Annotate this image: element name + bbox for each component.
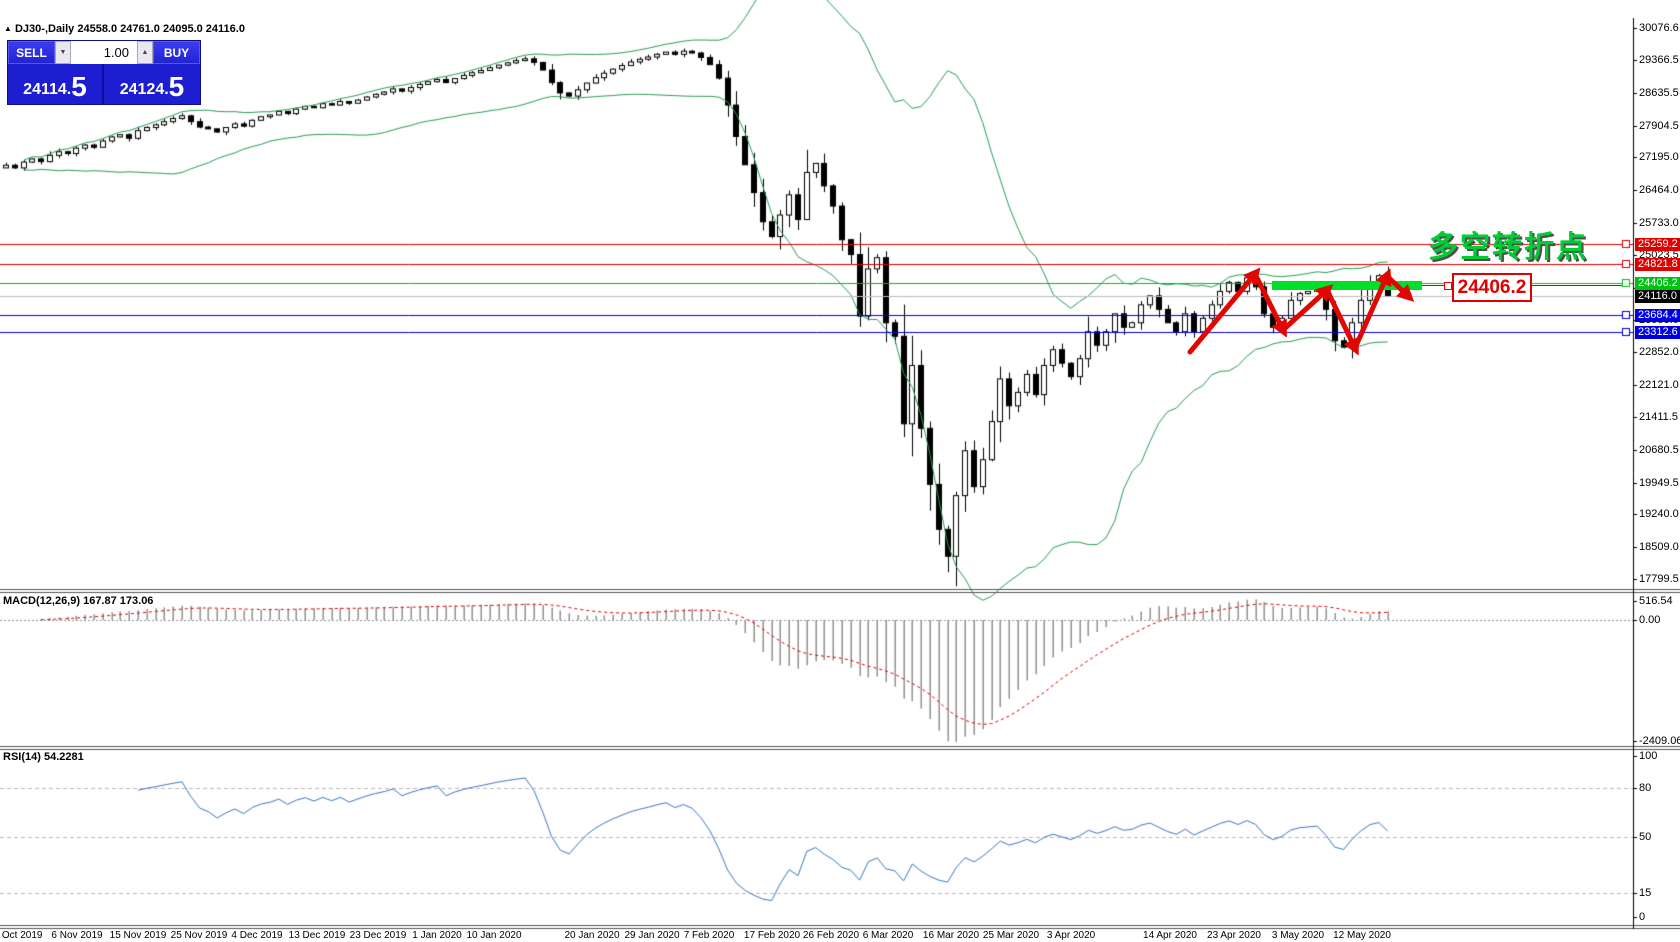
price-tick-label: 19240.0 bbox=[1639, 508, 1679, 521]
price-level-badge: 24116.0 bbox=[1635, 290, 1680, 303]
macd-tick-label: 0.00 bbox=[1639, 614, 1661, 626]
callout-connector-left bbox=[1422, 285, 1452, 286]
price-tick-label: 18509.0 bbox=[1639, 541, 1679, 554]
date-label: 17 Feb 2020 bbox=[743, 930, 801, 941]
date-label: 26 Feb 2020 bbox=[802, 930, 860, 941]
price-tick-label: 25023.5 bbox=[1639, 248, 1679, 261]
price-callout-box[interactable]: 24406.2 bbox=[1452, 273, 1532, 302]
date-label: 23 Dec 2019 bbox=[349, 930, 407, 941]
price-tick-label: 19949.5 bbox=[1639, 476, 1679, 489]
date-label: 25 Nov 2019 bbox=[170, 930, 228, 941]
price-tick-label: 25733.0 bbox=[1639, 216, 1679, 229]
price-tick-label: 20680.5 bbox=[1639, 443, 1679, 456]
rsi-label: RSI(14) 54.2281 bbox=[3, 751, 84, 763]
date-label: 10 Jan 2020 bbox=[466, 930, 522, 941]
date-label: 3 May 2020 bbox=[1271, 930, 1325, 941]
date-label: 6 Mar 2020 bbox=[862, 930, 914, 941]
one-click-collapse-icon[interactable]: ▲ bbox=[4, 24, 12, 33]
symbol-ohlc-text: DJ30-,Daily 24558.0 24761.0 24095.0 2411… bbox=[14, 23, 245, 35]
one-click-trading-panel: SELL ▼ 1.00 ▲ BUY 24114. 5 24124. 5 bbox=[8, 41, 200, 104]
rsi-tick-label: 15 bbox=[1639, 886, 1652, 899]
buy-button[interactable]: BUY bbox=[153, 41, 200, 64]
turning-point-annotation[interactable]: 多空转折点 bbox=[1428, 231, 1588, 264]
date-label: 16 Mar 2020 bbox=[922, 930, 980, 941]
macd-tick-label: -2409.06 bbox=[1639, 735, 1680, 747]
price-tick-label: 27904.5 bbox=[1639, 119, 1679, 132]
price-tick-label: 30076.6 bbox=[1639, 22, 1679, 34]
buy-price[interactable]: 24124. 5 bbox=[119, 71, 185, 102]
symbol-info: ▲ DJ30-,Daily 24558.0 24761.0 24095.0 24… bbox=[4, 23, 245, 35]
price-level-badge: 23312.6 bbox=[1635, 326, 1680, 339]
sell-button[interactable]: SELL bbox=[8, 41, 55, 64]
date-label: 23 Apr 2020 bbox=[1207, 930, 1261, 941]
volume-decrease-button[interactable]: ▼ bbox=[55, 41, 71, 64]
price-level-badge: 24821.8 bbox=[1635, 258, 1680, 271]
price-tick-label: 17799.5 bbox=[1639, 573, 1679, 586]
macd-tick-label: 516.54 bbox=[1639, 595, 1673, 607]
price-tick-label: 26464.0 bbox=[1639, 184, 1679, 197]
price-tick-label: 21411.5 bbox=[1639, 411, 1678, 423]
price-level-badge: 25259.2 bbox=[1635, 238, 1680, 251]
volume-input[interactable]: 1.00 bbox=[71, 41, 137, 64]
callout-connector-right bbox=[1528, 285, 1622, 286]
date-label: 4 Dec 2019 bbox=[231, 930, 283, 941]
price-tick-label: 22121.0 bbox=[1639, 379, 1679, 392]
rsi-tick-label: 0 bbox=[1639, 911, 1646, 923]
date-label: 15 Nov 2019 bbox=[109, 930, 167, 941]
date-label: 25 Mar 2020 bbox=[982, 930, 1040, 941]
price-tick-label: 22852.0 bbox=[1639, 346, 1679, 359]
rsi-tick-label: 100 bbox=[1639, 750, 1658, 762]
date-label: 3 Apr 2020 bbox=[1046, 930, 1096, 941]
macd-label: MACD(12,26,9) 167.87 173.06 bbox=[3, 595, 154, 607]
date-label: 14 Apr 2020 bbox=[1143, 930, 1197, 941]
date-label: 8 Oct 2019 bbox=[0, 930, 43, 941]
price-tick-label: 29366.5 bbox=[1639, 53, 1679, 66]
volume-increase-button[interactable]: ▲ bbox=[137, 41, 153, 64]
sell-price[interactable]: 24114. 5 bbox=[8, 64, 104, 104]
support-highlight-bar[interactable] bbox=[1272, 281, 1422, 290]
date-label: 6 Nov 2019 bbox=[51, 930, 103, 941]
date-label: 1 Jan 2020 bbox=[412, 930, 462, 941]
price-tick-label: 27195.0 bbox=[1639, 151, 1679, 164]
price-tick-label: 28635.5 bbox=[1639, 86, 1679, 99]
price-level-badge: 24406.2 bbox=[1635, 277, 1680, 290]
date-label: 29 Jan 2020 bbox=[624, 930, 680, 941]
date-label: 13 Dec 2019 bbox=[288, 930, 346, 941]
rsi-tick-label: 50 bbox=[1639, 830, 1652, 843]
date-label: 12 May 2020 bbox=[1333, 930, 1391, 941]
date-label: 20 Jan 2020 bbox=[564, 930, 620, 941]
rsi-tick-label: 80 bbox=[1639, 782, 1652, 795]
price-level-badge: 23684.4 bbox=[1635, 309, 1680, 322]
date-label: 7 Feb 2020 bbox=[683, 930, 735, 941]
callout-anchor-square bbox=[1444, 282, 1452, 290]
